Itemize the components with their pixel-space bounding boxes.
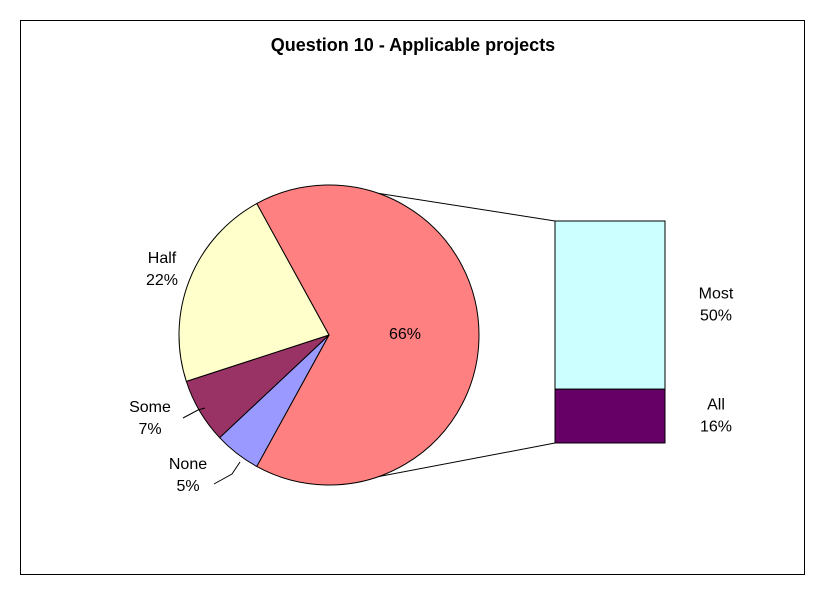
leader-line (213, 461, 241, 485)
connector-line (378, 442, 556, 478)
slice-value-label: 5% (176, 478, 199, 495)
slice-value-label: 7% (138, 421, 161, 438)
connector-line (378, 192, 556, 222)
pie-slice (256, 184, 480, 486)
slice-value-label: 22% (146, 272, 178, 289)
slice-value-label: 66% (389, 326, 421, 343)
bar-segment (554, 388, 666, 444)
slice-label: Some (129, 399, 171, 416)
pie-slice (178, 202, 330, 382)
leader-line (182, 407, 206, 419)
bar-value-label: 50% (700, 307, 732, 324)
bar-label: All (707, 396, 725, 413)
chart-title: Question 10 - Applicable projects (271, 35, 555, 55)
bar-label: Most (699, 285, 734, 302)
bar-segment (554, 220, 666, 390)
slice-label: Half (148, 250, 177, 267)
bar-value-label: 16% (700, 418, 732, 435)
slice-label: None (169, 456, 207, 473)
